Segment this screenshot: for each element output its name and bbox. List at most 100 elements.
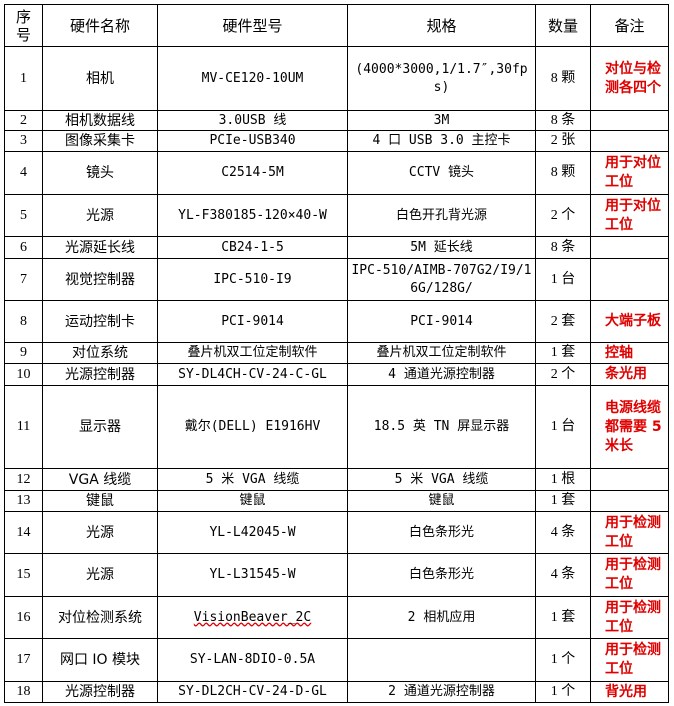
table-row: 16 对位检测系统 VisionBeaver_2C 2 相机应用 1 套用于检测工位 [4,596,669,639]
row-number: 8 [4,300,43,343]
hardware-model: 3.0USB 线 [157,110,348,131]
row-number: 14 [4,511,43,554]
specification: 4 口 USB 3.0 主控卡 [347,130,536,152]
table-row: 2 相机数据线 3.0USB 线 3M 8 条 [4,110,669,131]
remark: 大端子板 [590,300,669,343]
quantity: 2 套 [535,300,591,343]
hardware-model: SY-DL4CH-CV-24-C-GL [157,363,348,386]
hardware-name: VGA 线缆 [42,468,158,491]
remark: 用于检测工位 [590,553,669,597]
quantity: 1 台 [535,258,591,301]
quantity: 1 台 [535,385,591,469]
table-row: 13 键鼠 键鼠 键鼠 1 套 [4,490,669,512]
hardware-model: MV-CE120-10UM [157,46,348,111]
hardware-model: PCIe-USB340 [157,130,348,152]
row-number: 3 [4,130,43,152]
table-row: 12 VGA 线缆 5 米 VGA 线缆 5 米 VGA 线缆 1 根 [4,468,669,491]
remark: 控轴 [590,342,669,364]
hardware-model: YL-L31545-W [157,553,348,597]
remark: 用于对位工位 [590,151,669,195]
table-row: 11 显示器 戴尔(DELL) E1916HV 18.5 英 TN 屏显示器 1 台电源… [4,385,669,469]
remark [590,110,669,131]
hardware-name: 显示器 [42,385,158,469]
row-number: 1 [4,46,43,111]
table-row: 17 网口 IO 模块 SY-LAN-8DIO-0.5A 1 个用于检测工位 [4,638,669,682]
remark: 用于检测工位 [590,638,669,682]
hardware-name: 光源控制器 [42,363,158,386]
quantity: 1 根 [535,468,591,491]
row-number: 12 [4,468,43,491]
remark: 条光用 [590,363,669,386]
specification: 白色条形光 [347,553,536,597]
remark: 对位与检测各四个 [590,46,669,111]
header-cell: 规格 [347,4,536,47]
hardware-model: C2514-5M [157,151,348,195]
remark: 用于检测工位 [590,511,669,554]
specification: CCTV 镜头 [347,151,536,195]
hardware-model: 戴尔(DELL) E1916HV [157,385,348,469]
specification: 4 通道光源控制器 [347,363,536,386]
hardware-name: 对位检测系统 [42,596,158,639]
header-cell: 硬件型号 [157,4,348,47]
row-number: 11 [4,385,43,469]
quantity: 8 颗 [535,46,591,111]
table-row: 18 光源控制器 SY-DL2CH-CV-24-D-GL 2 通道光源控制器 1 个背光… [4,681,669,703]
hardware-name: 光源 [42,511,158,554]
specification: 5 米 VGA 线缆 [347,468,536,491]
hardware-model: VisionBeaver_2C [157,596,348,639]
hardware-name: 光源控制器 [42,681,158,703]
remark [590,236,669,259]
remark [590,130,669,152]
hardware-model: IPC-510-I9 [157,258,348,301]
row-number: 17 [4,638,43,682]
specification: 白色条形光 [347,511,536,554]
table-row: 15 光源 YL-L31545-W 白色条形光 4 条用于检测工位 [4,553,669,597]
table-row: 7 视觉控制器 IPC-510-I9 IPC-510/AIMB-707G2/I9/16… [4,258,669,301]
header-cell: 硬件名称 [42,4,158,47]
quantity: 2 个 [535,363,591,386]
specification: 3M [347,110,536,131]
row-number: 9 [4,342,43,364]
hardware-name: 运动控制卡 [42,300,158,343]
hardware-name: 图像采集卡 [42,130,158,152]
quantity: 2 张 [535,130,591,152]
quantity: 1 套 [535,596,591,639]
table-row: 10 光源控制器 SY-DL4CH-CV-24-C-GL 4 通道光源控制器 2 个条光… [4,363,669,386]
hardware-name: 对位系统 [42,342,158,364]
row-number: 16 [4,596,43,639]
specification: 5M 延长线 [347,236,536,259]
row-number: 2 [4,110,43,131]
hardware-model: 键鼠 [157,490,348,512]
hardware-name: 键鼠 [42,490,158,512]
header-row: 序号 硬件名称 硬件型号 规格 数量 备注 [4,4,669,47]
hardware-name: 光源延长线 [42,236,158,259]
row-number: 15 [4,553,43,597]
row-number: 4 [4,151,43,195]
hardware-name: 镜头 [42,151,158,195]
hardware-model: YL-L42045-W [157,511,348,554]
header-cell: 数量 [535,4,591,47]
table-row: 9 对位系统 叠片机双工位定制软件 叠片机双工位定制软件 1 套控轴 [4,342,669,364]
row-number: 18 [4,681,43,703]
remark: 用于检测工位 [590,596,669,639]
hardware-name: 相机数据线 [42,110,158,131]
remark [590,468,669,491]
hardware-name: 光源 [42,553,158,597]
table-row: 3 图像采集卡 PCIe-USB340 4 口 USB 3.0 主控卡 2 张 [4,130,669,152]
table-row: 14 光源 YL-L42045-W 白色条形光 4 条用于检测工位 [4,511,669,554]
specification: 键鼠 [347,490,536,512]
specification: 2 相机应用 [347,596,536,639]
specification: 白色开孔背光源 [347,194,536,237]
hardware-model: 叠片机双工位定制软件 [157,342,348,364]
hardware-model: SY-DL2CH-CV-24-D-GL [157,681,348,703]
header-cell: 序号 [4,4,43,47]
specification: 18.5 英 TN 屏显示器 [347,385,536,469]
row-number: 5 [4,194,43,237]
hardware-model: YL-F380185-120×40-W [157,194,348,237]
hardware-model: PCI-9014 [157,300,348,343]
quantity: 1 个 [535,681,591,703]
specification: IPC-510/AIMB-707G2/I9/16G/128G/ [347,258,536,301]
hardware-name: 视觉控制器 [42,258,158,301]
specification [347,638,536,682]
quantity: 4 条 [535,553,591,597]
